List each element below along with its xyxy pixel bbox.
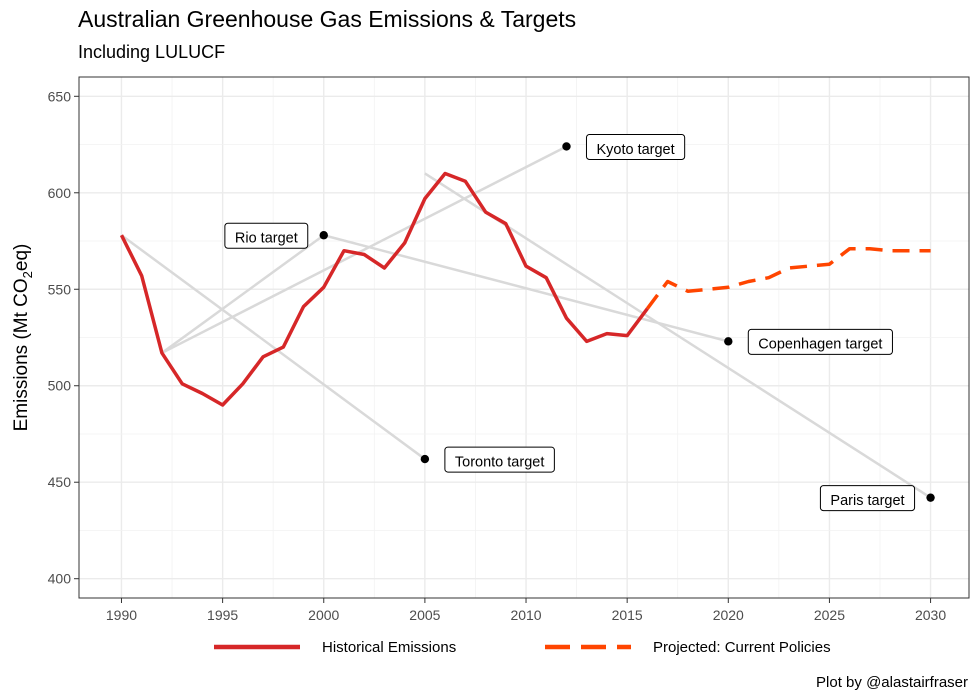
grid-layer	[79, 77, 969, 598]
target-point	[724, 337, 733, 346]
y-tick-label: 450	[48, 474, 72, 490]
x-tick-label: 1990	[106, 607, 137, 623]
target-label-box	[819, 485, 916, 512]
x-tick-label: 2000	[308, 607, 339, 623]
y-axis-title-subscript: 2	[20, 271, 35, 278]
target-point	[319, 231, 328, 240]
legend-label: Projected: Current Policies	[653, 639, 831, 656]
y-tick-label: 550	[48, 281, 72, 297]
target-point	[562, 142, 571, 151]
target-label: Rio target	[224, 222, 309, 249]
chart-caption: Plot by @alastairfraser	[816, 674, 968, 691]
legend: Historical Emissions Projected: Current P…	[214, 639, 831, 656]
y-tick-label: 650	[48, 88, 72, 104]
chart-subtitle: Including LULUCF	[78, 42, 226, 62]
axis-layer: 1990 1995 2000 2005 2010 2015 2020 2025 2030 400 4…	[48, 88, 947, 623]
x-tick-label: 2020	[713, 607, 744, 623]
target-trajectory-line	[120, 234, 426, 461]
y-tick-label: 400	[48, 571, 72, 587]
target-label: Paris target	[819, 485, 916, 512]
y-axis-title-main: Emissions (Mt CO	[11, 278, 32, 431]
x-tick-label: 2005	[409, 607, 440, 623]
x-tick-label: 2025	[814, 607, 845, 623]
panel-border	[78, 76, 970, 599]
target-point	[926, 493, 935, 502]
chart-title: Australian Greenhouse Gas Emissions & Ta…	[78, 6, 577, 32]
target-point	[420, 454, 430, 464]
x-tick-label: 1995	[207, 607, 238, 623]
target-trajectory-line	[161, 145, 568, 355]
y-axis-title: Emissions (Mt CO2eq)	[11, 244, 35, 432]
target-label-box	[747, 328, 893, 355]
legend-label: Historical Emissions	[322, 639, 456, 656]
target-labels: Rio target Kyoto target Toronto target Cope…	[224, 133, 916, 512]
target-label: Toronto target	[444, 446, 555, 473]
x-tick-label: 2015	[612, 607, 643, 623]
x-tick-label: 2030	[915, 607, 946, 623]
y-tick-label: 500	[48, 378, 72, 394]
target-label-text: Rio target	[235, 231, 298, 247]
target-label: Kyoto target	[585, 133, 686, 160]
target-label-text: Toronto target	[455, 454, 544, 470]
target-label-box	[444, 446, 555, 473]
target-label-text: Paris target	[830, 493, 904, 509]
x-tick-label: 2010	[510, 607, 541, 623]
series-layer	[119, 171, 931, 407]
target-points	[319, 142, 935, 502]
y-axis-title-unit: eq)	[11, 244, 32, 271]
target-label-text: Kyoto target	[596, 142, 674, 158]
y-tick-label: 600	[48, 185, 72, 201]
target-trajectory-line	[161, 234, 325, 354]
target-label-box	[585, 133, 686, 160]
target-label-text: Copenhagen target	[758, 337, 882, 353]
projected-emissions-line	[645, 246, 931, 310]
historical-emissions-line	[119, 171, 649, 407]
target-label-box	[224, 222, 309, 249]
target-label: Copenhagen target	[747, 328, 893, 355]
